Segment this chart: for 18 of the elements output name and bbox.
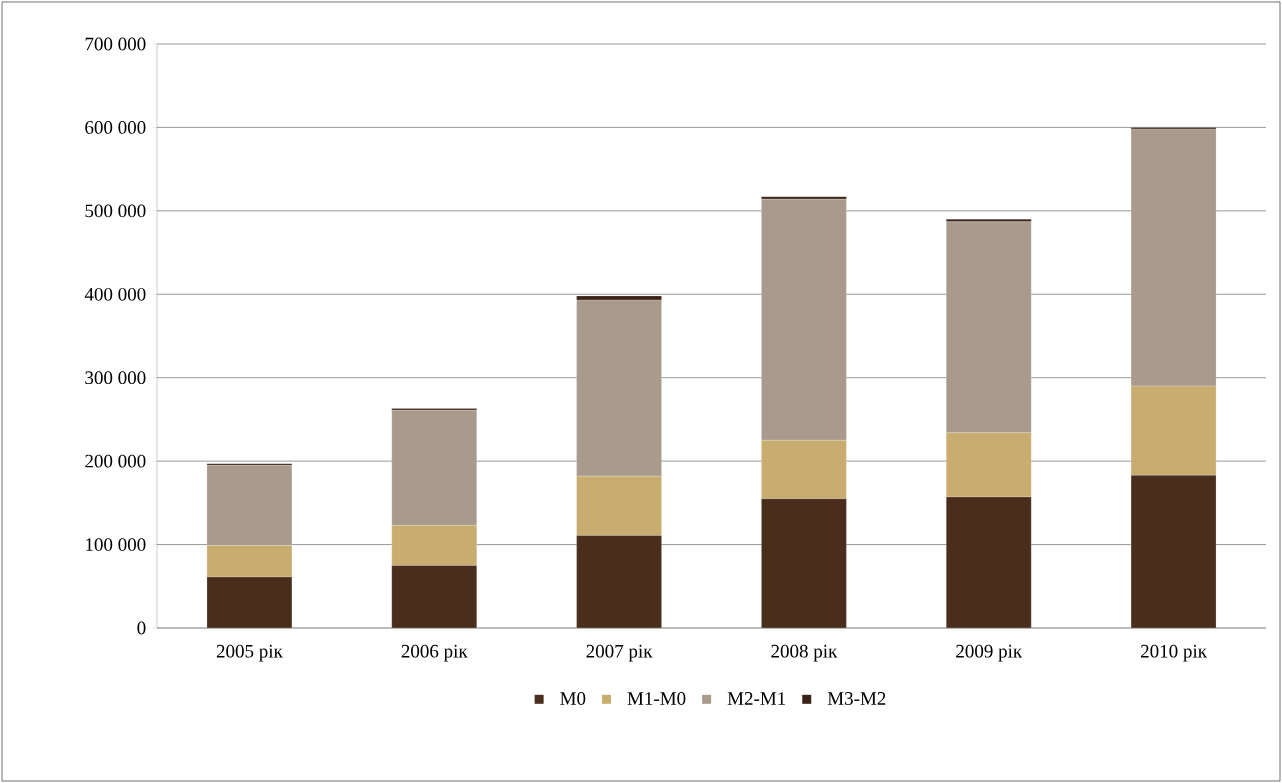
x-tick-label: 2009 рік (956, 644, 1023, 662)
x-tick-label: 2006 рік (401, 644, 468, 662)
x-tick-label: 2007 рік (586, 644, 653, 662)
y-tick-label: 600 000 (85, 121, 146, 134)
x-tick-label: 2010 рік (1141, 644, 1207, 662)
y-tick-label: 0 (137, 621, 146, 635)
y-tick-label: 500 000 (85, 204, 146, 218)
y-tick-label: 300 000 (85, 371, 146, 385)
y-tick-label: 400 000 (84, 287, 146, 301)
y-tick-label: 200 000 (85, 454, 146, 468)
x-tick-label: 2008 рік (771, 644, 838, 662)
legend-label: M0 (560, 692, 586, 705)
legend-label: M1-M0 (627, 692, 686, 705)
x-tick-label: 2005 рік (216, 644, 283, 662)
legend-label: M3-M2 (827, 692, 886, 705)
y-tick-label: 100 000 (86, 538, 146, 551)
y-tick-label: 700 000 (85, 37, 146, 51)
legend-label: M2-M1 (727, 692, 786, 705)
